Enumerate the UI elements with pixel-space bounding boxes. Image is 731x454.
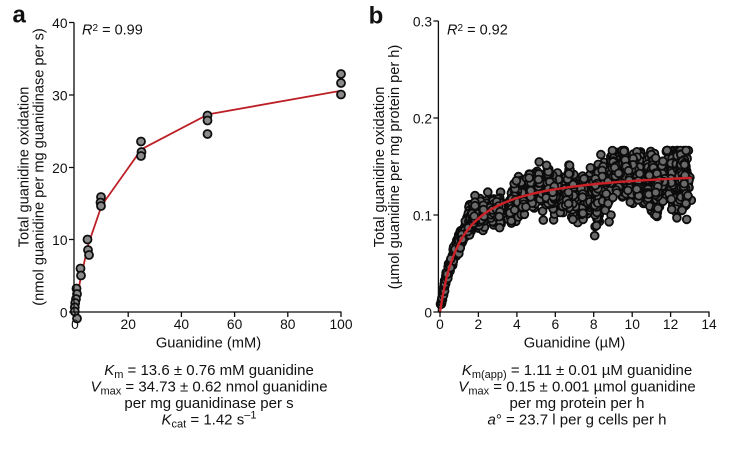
svg-text:Total guanidine oxidation: Total guanidine oxidation [17, 87, 33, 248]
svg-text:10: 10 [625, 317, 641, 332]
svg-text:10: 10 [52, 233, 68, 248]
svg-text:100: 100 [329, 317, 352, 332]
svg-text:a° = 23.7 l per g cells per h: a° = 23.7 l per g cells per h [487, 412, 666, 429]
svg-text:Kcat = 1.42 s–1: Kcat = 1.42 s–1 [162, 410, 257, 431]
svg-text:R2 = 0.99: R2 = 0.99 [82, 23, 143, 39]
svg-text:(nmol guanidine per mg guanidi: (nmol guanidine per mg guanidinase per s… [31, 28, 47, 305]
svg-text:(µmol guanidine per mg protein: (µmol guanidine per mg protein per h) [387, 45, 403, 289]
svg-text:14: 14 [701, 317, 717, 332]
svg-text:Km(app) = 1.11 ± 0.01 µM guani: Km(app) = 1.11 ± 0.01 µM guanidine [462, 362, 692, 381]
svg-text:R2 = 0.92: R2 = 0.92 [447, 23, 508, 39]
svg-text:20: 20 [121, 317, 137, 332]
svg-text:Guanidine (µM): Guanidine (µM) [524, 336, 626, 352]
svg-text:40: 40 [174, 317, 190, 332]
svg-text:per mg guanidinase per s: per mg guanidinase per s [124, 395, 293, 412]
svg-text:60: 60 [227, 317, 243, 332]
svg-text:0: 0 [424, 306, 432, 321]
svg-text:per mg protein per h: per mg protein per h [509, 395, 644, 412]
svg-text:12: 12 [663, 317, 678, 332]
svg-text:0: 0 [71, 317, 79, 332]
svg-text:2: 2 [475, 317, 483, 332]
svg-text:0.2: 0.2 [413, 112, 432, 127]
svg-text:0.1: 0.1 [413, 209, 432, 224]
svg-text:Total guanidine oxidation: Total guanidine oxidation [372, 87, 388, 248]
svg-text:8: 8 [590, 317, 598, 332]
svg-text:40: 40 [52, 16, 68, 31]
svg-text:Vmax = 0.15 ± 0.001 µmol guani: Vmax = 0.15 ± 0.001 µmol guanidine [458, 379, 695, 398]
svg-text:0.3: 0.3 [413, 15, 433, 30]
svg-text:Guanidine (mM): Guanidine (mM) [156, 336, 261, 352]
svg-text:20: 20 [52, 161, 68, 176]
svg-text:30: 30 [52, 89, 68, 104]
svg-text:80: 80 [280, 317, 296, 332]
svg-text:4: 4 [513, 317, 521, 332]
svg-text:b: b [369, 3, 384, 30]
svg-text:Vmax = 34.73 ± 0.62 nmol guani: Vmax = 34.73 ± 0.62 nmol guanidine [90, 379, 327, 398]
svg-text:a: a [13, 2, 27, 29]
svg-text:0: 0 [436, 317, 444, 332]
svg-text:Km = 13.6 ± 0.76 mM guanidine: Km = 13.6 ± 0.76 mM guanidine [104, 362, 314, 381]
svg-text:0: 0 [60, 306, 68, 321]
svg-text:6: 6 [551, 317, 559, 332]
